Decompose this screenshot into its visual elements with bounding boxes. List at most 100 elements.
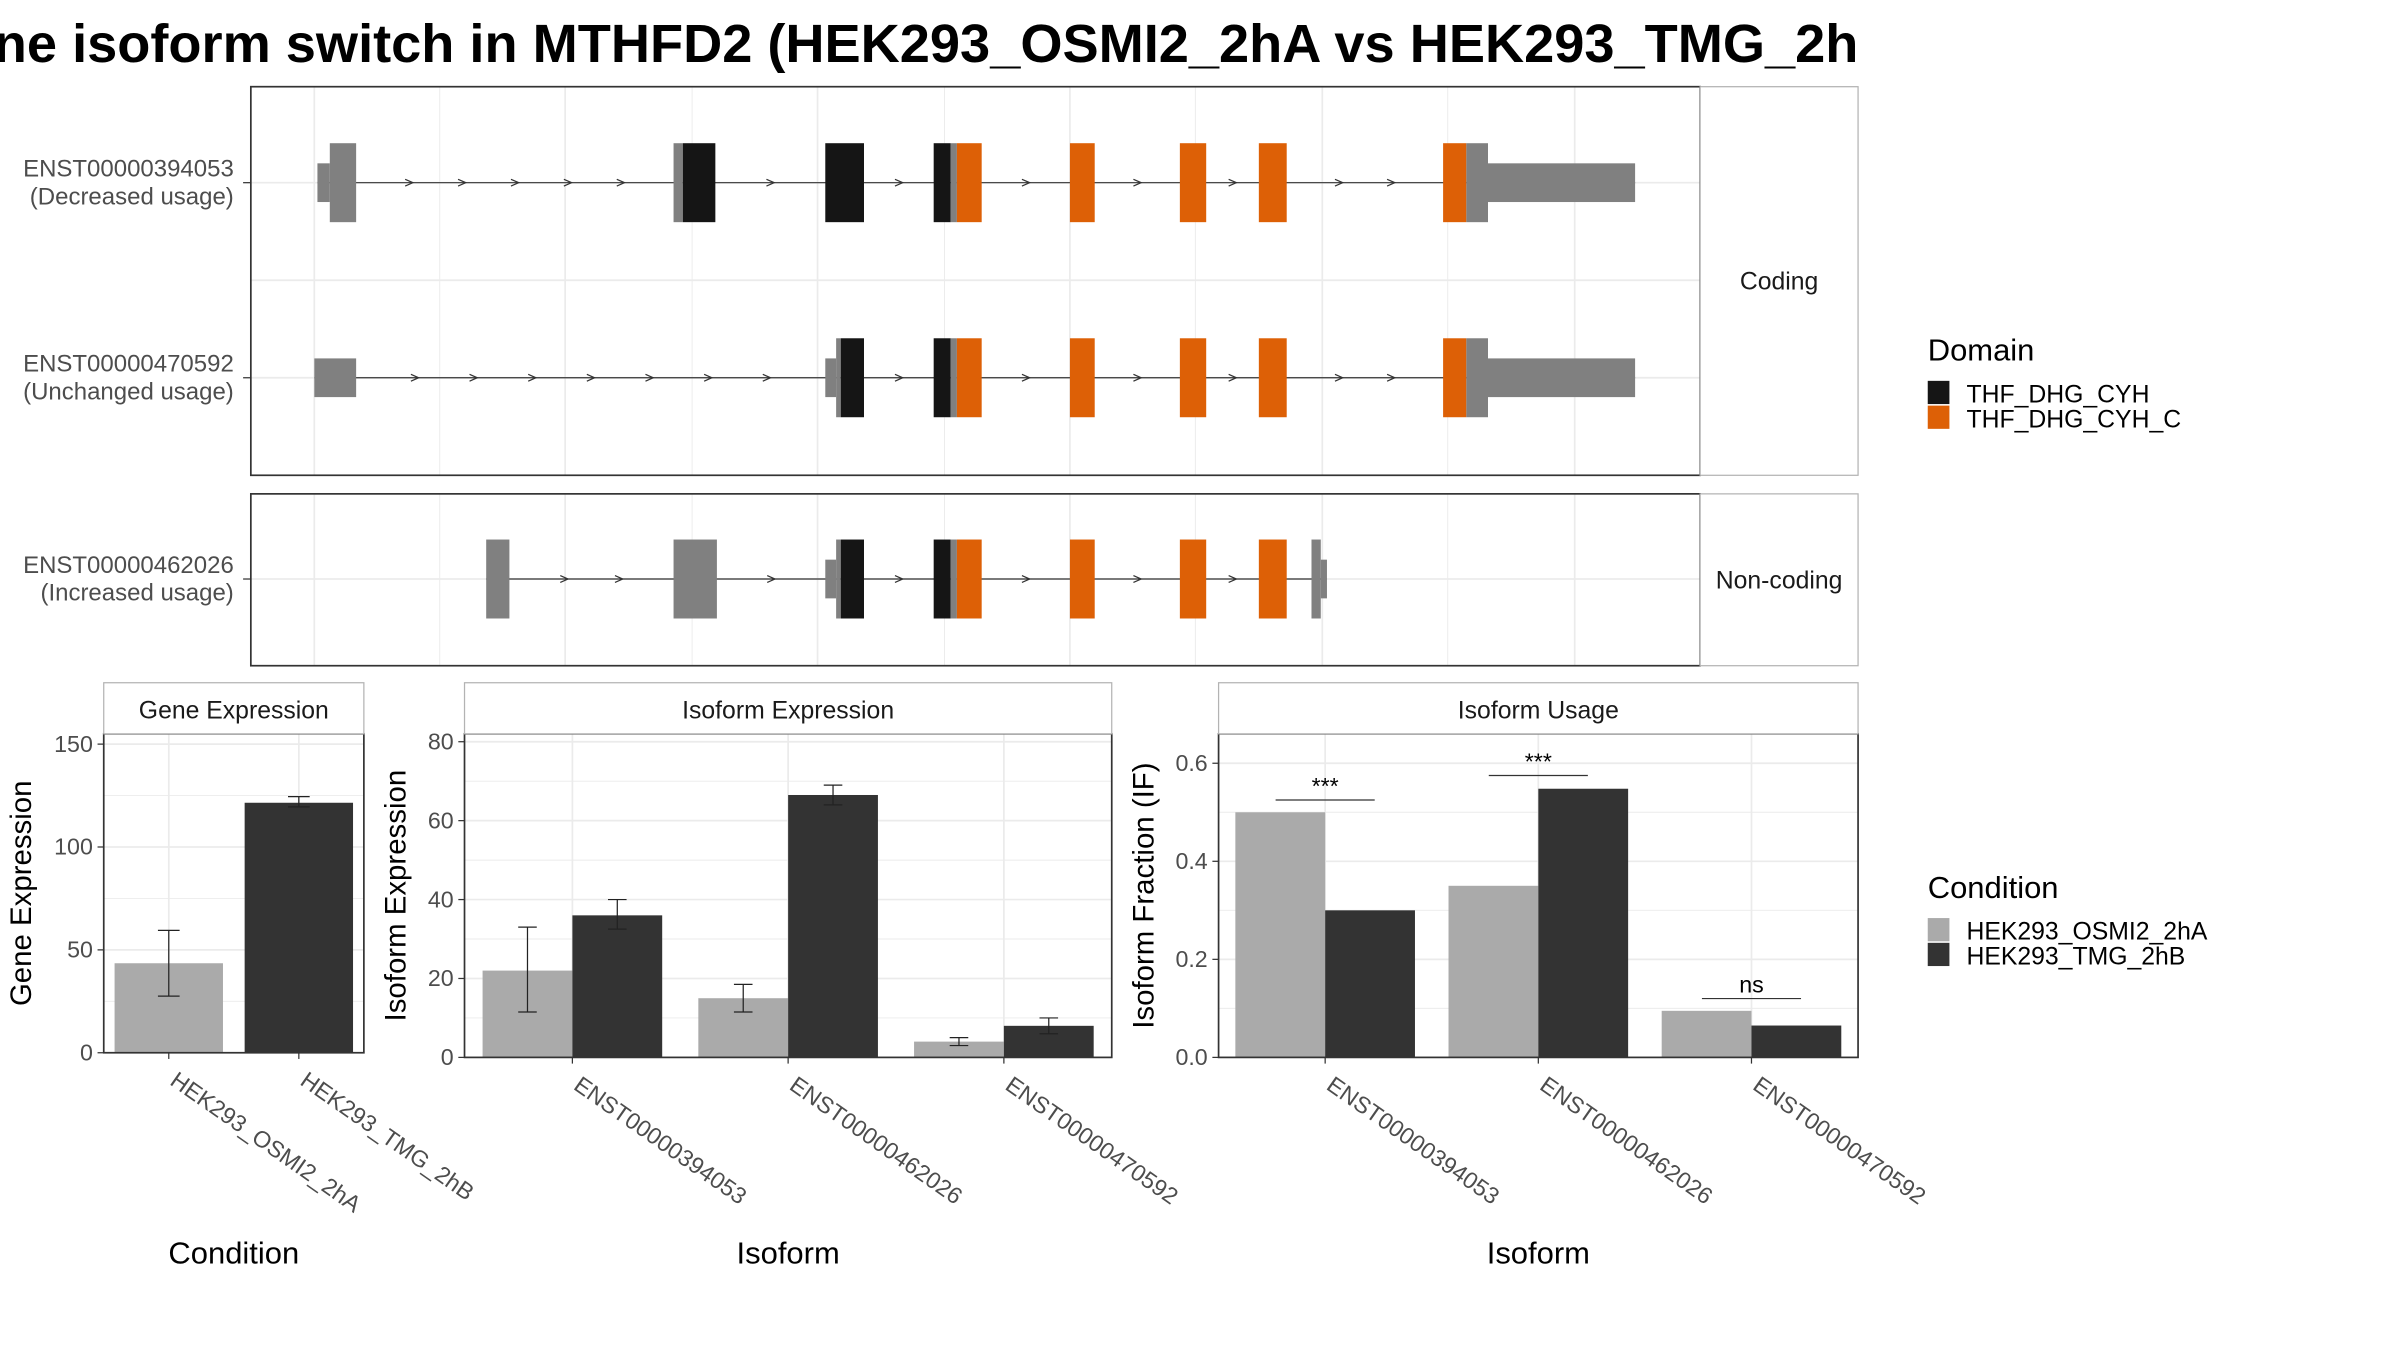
- y-axis-title: Gene Expression: [5, 781, 38, 1007]
- intron-arrow: [1133, 178, 1143, 187]
- condition-legend-key-tmg: [1927, 942, 1950, 967]
- y-tick-label: 0: [80, 1039, 93, 1065]
- bar-hek293_tmg_2hb: [244, 802, 354, 1053]
- intron-arrow: [563, 178, 574, 187]
- noncoding-strip-label: Non-coding: [1716, 567, 1843, 594]
- exon-cyhc: [1443, 338, 1467, 418]
- bar-panel-strip-label: Isoform Usage: [1458, 697, 1619, 724]
- bar-chart-panels: Gene Expression050100150HEK293_OSMI2_2hA…: [5, 682, 1931, 1270]
- exon-exon: [836, 539, 841, 619]
- domain-legend-key-thf-dhg-cyh: [1927, 380, 1950, 405]
- exon-utr: [317, 163, 330, 203]
- isoform-row-id: ENST00000394053: [23, 155, 234, 182]
- exon-cyhc: [956, 539, 982, 619]
- exon-exon: [1466, 338, 1488, 418]
- intron-arrow: [1021, 373, 1032, 382]
- bar-osmi-enst00000462026: [1448, 885, 1539, 1058]
- y-tick-label: 0.0: [1175, 1044, 1207, 1070]
- exon-cyhc: [1258, 539, 1287, 619]
- condition-legend-key-osmi: [1927, 918, 1950, 942]
- bar-tmg-enst00000394053: [1325, 910, 1415, 1058]
- bar-panel-strip: [463, 682, 1113, 735]
- exon-exon: [673, 143, 683, 223]
- exon-cyhc: [1069, 143, 1095, 223]
- exon-cyhc: [1443, 143, 1467, 223]
- exon-cyhc: [1069, 539, 1095, 619]
- significance-label: ***: [1312, 773, 1339, 799]
- exon-cyh: [933, 539, 951, 619]
- intron-arrow: [586, 373, 597, 382]
- x-axis-title: Isoform: [737, 1235, 840, 1270]
- x-tick-label: ENST00000470592: [1749, 1071, 1931, 1209]
- bar-tmg-enst00000470592: [1751, 1025, 1842, 1058]
- intron-arrow: [1334, 373, 1345, 382]
- bar-panel-strip-label: Isoform Expression: [682, 697, 894, 724]
- y-tick-label: 20: [428, 965, 454, 991]
- intron-arrow: [404, 178, 415, 187]
- exon-utr: [1320, 559, 1327, 599]
- bar-osmi-enst00000394053: [1235, 812, 1326, 1058]
- intron-arrow: [762, 373, 773, 382]
- exon-utr: [1488, 163, 1636, 203]
- bar-osmi-enst00000470592: [1661, 1010, 1752, 1058]
- intron-arrow: [1334, 178, 1345, 187]
- isoform-row-usage: (Decreased usage): [30, 183, 234, 210]
- domain-legend: Domain THF_DHG_CYH THF_DHG_CYH_C: [1927, 333, 2181, 433]
- intron-arrow: [560, 575, 570, 583]
- intron-arrow: [457, 178, 468, 187]
- condition-legend: Condition HEK293_OSMI2_2hA HEK293_TMG_2h…: [1927, 870, 2208, 971]
- significance-label: ***: [1525, 748, 1552, 774]
- intron-arrow: [894, 373, 905, 382]
- isoform-row-usage: (Unchanged usage): [23, 378, 234, 405]
- x-tick-label: ENST00000394053: [570, 1071, 752, 1209]
- exon-exon: [950, 143, 957, 223]
- y-tick-label: 0.4: [1175, 848, 1207, 874]
- isoform-row-usage: (Increased usage): [40, 580, 233, 607]
- domain-legend-title: Domain: [1928, 333, 2035, 368]
- bar-tmg-enst00000462026: [1538, 788, 1629, 1058]
- exon-cyhc: [956, 338, 982, 418]
- exon-exon: [486, 539, 510, 619]
- exon-cyh: [933, 338, 951, 418]
- exon-cyh: [840, 338, 864, 418]
- y-tick-label: 40: [428, 886, 454, 912]
- exon-exon: [1311, 539, 1321, 619]
- intron-arrow: [469, 373, 479, 382]
- exon-cyhc: [1179, 143, 1207, 223]
- x-axis-title: Isoform: [1487, 1235, 1590, 1270]
- exon-exon: [950, 539, 957, 619]
- intron-arrow: [410, 373, 421, 382]
- exon-exon: [673, 539, 717, 619]
- intron-arrow: [1386, 178, 1397, 187]
- exon-exon: [329, 143, 357, 223]
- exon-cyhc: [1258, 143, 1287, 223]
- intron-arrow: [766, 178, 776, 187]
- bar-panel-3: *** *** ns Isoform Usage 0.0 0.2 0.4 0.6 ENST000…: [1128, 682, 1931, 1270]
- intron-arrow: [1228, 575, 1238, 583]
- coding-strip-label: Coding: [1740, 269, 1818, 296]
- intron-arrow: [614, 575, 625, 583]
- x-axis-title: Condition: [168, 1235, 299, 1270]
- exon-cyhc: [1179, 539, 1207, 619]
- exon-utr: [825, 559, 837, 599]
- intron-arrow: [645, 373, 655, 382]
- intron-arrow: [1386, 373, 1397, 382]
- exon-cyhc: [1258, 338, 1287, 418]
- exon-cyhc: [956, 143, 982, 223]
- condition-legend-label-osmi: HEK293_OSMI2_2hA: [1966, 919, 2207, 946]
- exon-exon: [836, 338, 841, 418]
- intron-arrow: [1228, 178, 1238, 187]
- intron-arrow: [510, 178, 521, 187]
- intron-arrow: [616, 178, 627, 187]
- isoform-row-labels: ENST00000394053(Decreased usage) ENST0000…: [23, 155, 251, 607]
- x-tick-label: ENST00000462026: [1535, 1071, 1717, 1209]
- exon-cyh: [840, 539, 864, 619]
- domain-legend-key-thf-dhg-cyh-c: [1927, 405, 1950, 429]
- structure-coding-panel: Coding: [249, 85, 1859, 477]
- y-tick-label: 50: [67, 937, 93, 963]
- exon-utr: [314, 358, 357, 398]
- y-tick-label: 100: [54, 834, 93, 860]
- intron-arrow: [703, 373, 714, 382]
- y-tick-label: 0.2: [1175, 946, 1207, 972]
- x-tick-label: ENST00000394053: [1322, 1071, 1504, 1209]
